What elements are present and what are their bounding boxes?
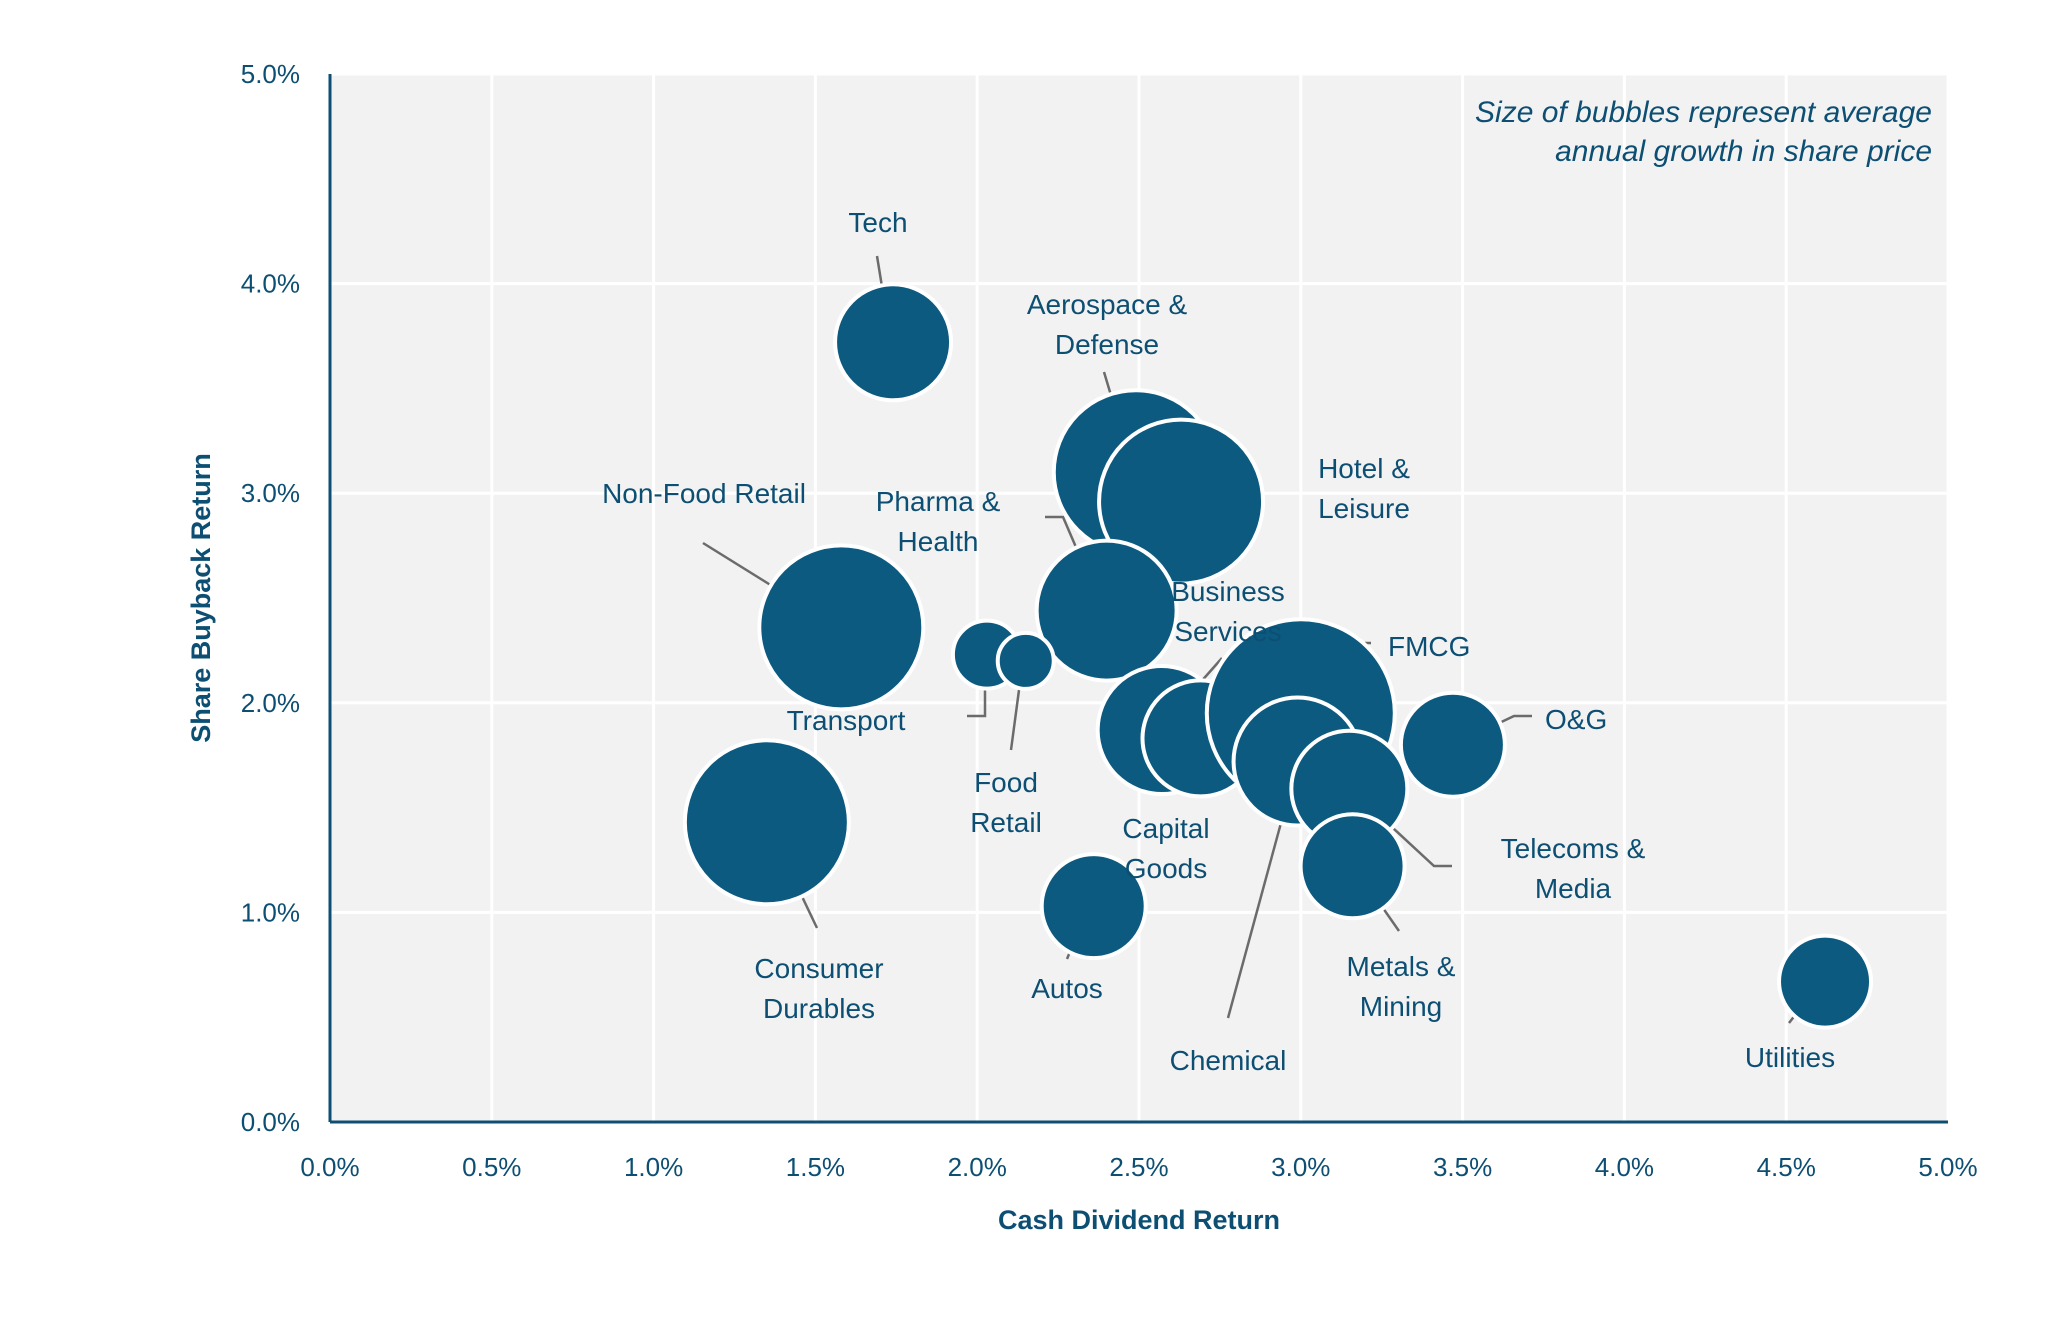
x-tick-label: 5.0% [1918, 1152, 1977, 1182]
y-tick-label: 0.0% [241, 1107, 300, 1137]
point-label: Tech [848, 207, 907, 238]
point-label: Autos [1031, 973, 1103, 1004]
bubble [757, 543, 926, 712]
bubble [1039, 852, 1148, 961]
point-label: Hotel & Leisure [1318, 453, 1410, 524]
point-label: Metals & Mining [1347, 951, 1456, 1022]
point-label: Transport [787, 705, 906, 736]
bubble-size-note-line: Size of bubbles represent average [1475, 96, 1932, 129]
y-tick-label: 3.0% [241, 478, 300, 508]
bubble [682, 738, 851, 907]
point-label: Non-Food Retail [602, 478, 806, 509]
point-label: Pharma & Health [876, 486, 1001, 557]
x-axis-title: Cash Dividend Return [998, 1205, 1280, 1235]
x-tick-label: 0.5% [462, 1152, 521, 1182]
x-tick-label: 3.5% [1433, 1152, 1492, 1182]
x-tick-label: 1.5% [786, 1152, 845, 1182]
bubbles [682, 282, 1874, 1030]
x-tick-label: 0.0% [300, 1152, 359, 1182]
x-tick-label: 2.0% [948, 1152, 1007, 1182]
point-label: Capital Goods [1122, 813, 1209, 884]
point-label: Utilities [1745, 1042, 1835, 1073]
point-label: Chemical [1170, 1045, 1287, 1076]
x-tick-label: 3.0% [1271, 1152, 1330, 1182]
y-tick-label: 1.0% [241, 897, 300, 927]
bubble [1298, 812, 1407, 921]
point-label: Consumer Durables [754, 953, 883, 1024]
tick-labels: 0.0% 0.5% 1.0% 1.5% 2.0% 2.5% 3.0% 3.5% 4.0% 4.5%… [241, 59, 1978, 1182]
axes [328, 74, 1948, 1124]
bubble [1777, 933, 1874, 1030]
point-label: Food Retail [970, 767, 1042, 838]
point-label: Business Services [1171, 576, 1285, 647]
bubble [1034, 538, 1179, 683]
point-label: Telecoms & Media [1501, 833, 1646, 904]
x-tick-label: 4.0% [1595, 1152, 1654, 1182]
bubble [995, 630, 1056, 691]
bubble [1398, 690, 1507, 799]
y-tick-label: 5.0% [241, 59, 300, 89]
point-label: FMCG [1388, 631, 1470, 662]
point-label: Aerospace & Defense [1027, 289, 1188, 360]
x-tick-label: 2.5% [1109, 1152, 1168, 1182]
y-tick-label: 2.0% [241, 688, 300, 718]
bubble [833, 282, 954, 403]
x-tick-label: 1.0% [624, 1152, 683, 1182]
y-tick-label: 4.0% [241, 269, 300, 299]
point-labels: Tech Aerospace & Defense Hotel & Leisure Non-… [602, 207, 1835, 1076]
bubble-size-note: Size of bubbles represent average annual … [1475, 96, 1932, 168]
x-tick-label: 4.5% [1757, 1152, 1816, 1182]
bubble-size-note-line: annual growth in share price [1555, 135, 1932, 168]
y-axis-title: Share Buyback Return [186, 453, 216, 743]
bubble [1097, 417, 1266, 586]
point-label: O&G [1545, 704, 1607, 735]
